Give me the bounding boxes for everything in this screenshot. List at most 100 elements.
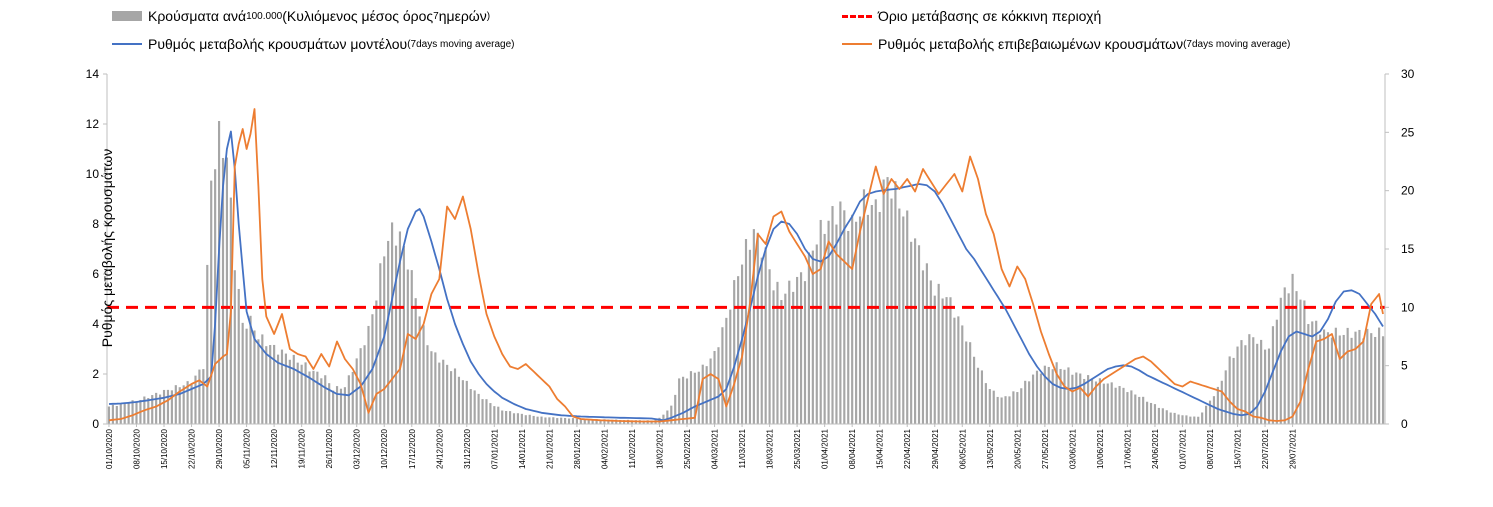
x-tick-label: 24/12/2020	[435, 428, 444, 469]
bar	[1193, 416, 1196, 424]
bar	[170, 390, 173, 424]
bar	[438, 362, 441, 424]
bar	[752, 229, 755, 424]
x-tick-label: 08/07/2021	[1206, 428, 1215, 469]
bar	[300, 364, 303, 424]
bar	[1055, 362, 1058, 424]
bar	[383, 256, 386, 424]
bar	[792, 291, 795, 424]
bar	[595, 419, 598, 424]
bar	[992, 390, 995, 424]
bar	[253, 330, 256, 424]
bar	[536, 416, 539, 424]
bar	[1051, 369, 1054, 424]
bar	[831, 206, 834, 424]
x-tick-label: 21/01/2021	[545, 428, 554, 469]
bar	[1307, 324, 1310, 424]
bar	[1130, 390, 1133, 424]
bar	[469, 389, 472, 424]
bar	[418, 316, 421, 424]
bar	[1012, 391, 1015, 424]
bar	[811, 250, 814, 424]
bar	[497, 406, 500, 424]
bar	[233, 270, 236, 424]
y-right-tick-label: 5	[1401, 359, 1408, 373]
bar	[623, 420, 626, 424]
bar	[1319, 334, 1322, 424]
bar	[1256, 343, 1259, 424]
bar	[206, 264, 209, 424]
bar	[131, 400, 134, 424]
bar	[532, 415, 535, 424]
bar	[1362, 338, 1365, 424]
bar	[237, 288, 240, 424]
bar	[548, 417, 551, 424]
bar	[162, 389, 166, 424]
bar	[280, 349, 284, 424]
bar	[890, 198, 893, 424]
bar	[1366, 328, 1369, 424]
legend-model-note: (7days moving average)	[407, 38, 515, 50]
bar	[607, 419, 610, 424]
bar	[740, 264, 744, 424]
bar	[678, 378, 681, 424]
bar	[159, 394, 162, 424]
bar	[155, 392, 158, 424]
bar	[1315, 320, 1318, 424]
bar	[406, 269, 409, 424]
bar	[1090, 378, 1094, 424]
bar	[422, 325, 425, 424]
bar	[933, 295, 936, 424]
bar	[481, 399, 484, 424]
bar	[453, 368, 457, 424]
bar	[556, 418, 559, 424]
bar	[1381, 336, 1385, 424]
bar	[249, 315, 252, 424]
legend-bars-text-6: )	[486, 10, 491, 22]
bar	[320, 378, 323, 424]
x-tick-label: 01/07/2021	[1178, 428, 1187, 469]
bar	[878, 211, 881, 424]
bar	[729, 309, 732, 424]
legend-bars-text-2: 100.000	[246, 10, 283, 22]
bar	[1024, 380, 1027, 424]
x-tick-label: 27/05/2021	[1041, 428, 1050, 469]
bar	[489, 403, 492, 424]
legend-confirmed-text: Ρυθμός μεταβολής επιβεβαιωμένων κρουσμάτ…	[878, 36, 1184, 52]
chart-axes: 0 2 4 6 8 10 12 14 0 5 10 15 20 25 30 01/10/2020 08/10/2…	[86, 67, 1415, 469]
bar	[1252, 337, 1255, 424]
bar	[182, 385, 185, 424]
bar	[1075, 372, 1078, 424]
bar	[194, 375, 197, 424]
x-tick-label: 17/12/2020	[408, 428, 417, 469]
bar	[1161, 408, 1164, 424]
bar	[225, 157, 229, 424]
bar	[398, 231, 402, 424]
bar	[107, 406, 111, 424]
bar	[807, 252, 810, 424]
legend-model-swatch	[112, 43, 142, 45]
bar	[906, 210, 909, 424]
bar	[575, 418, 578, 424]
bar	[1008, 396, 1011, 424]
x-tick-label: 22/04/2021	[903, 428, 912, 469]
bar	[1232, 357, 1235, 424]
bar	[273, 344, 276, 424]
x-tick-label: 15/04/2021	[876, 428, 885, 469]
bar	[276, 354, 280, 424]
bar	[1295, 291, 1298, 424]
bar	[996, 396, 999, 424]
bar	[815, 244, 818, 424]
bar	[540, 416, 543, 424]
bar	[760, 257, 763, 424]
bar	[921, 270, 925, 424]
bar	[375, 300, 378, 424]
bar	[1047, 366, 1050, 424]
bar	[1020, 388, 1023, 424]
bar	[1330, 337, 1333, 424]
x-tick-label: 22/10/2020	[188, 428, 197, 469]
bar	[1071, 374, 1074, 424]
line-series	[108, 108, 1384, 423]
bar	[858, 216, 862, 424]
bar	[221, 157, 225, 424]
